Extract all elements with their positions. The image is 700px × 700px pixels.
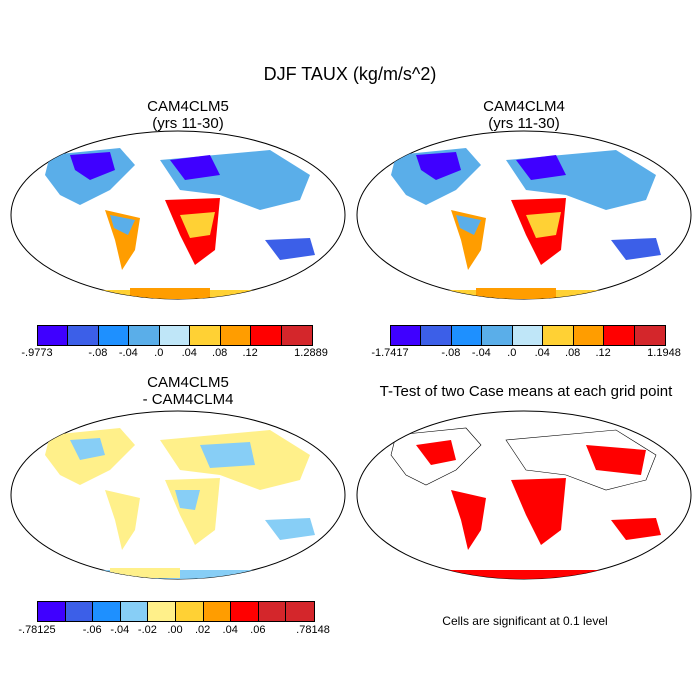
colorbar-label: .00	[167, 624, 183, 636]
colorbar-label: .04	[222, 624, 238, 636]
colorbar-label: .0	[507, 347, 517, 359]
colorbar-label: 1.1948	[647, 347, 681, 359]
colorbar-label: -.9773	[21, 347, 53, 359]
colorbar-swatch	[129, 326, 160, 345]
colorbar-label: .06	[250, 624, 266, 636]
colorbar-label: .08	[212, 347, 228, 359]
colorbar-label: .78148	[296, 624, 330, 636]
colorbar-swatch	[93, 602, 121, 621]
colorbar-labels-top-right: -1.7417 -.08 -.04 .0 .04 .08 .12 1.1948	[371, 347, 680, 361]
colorbar-swatch	[421, 326, 452, 345]
colorbar-label: -.78125	[18, 624, 56, 636]
colorbar-top-right	[390, 325, 666, 346]
colorbar-swatch	[391, 326, 422, 345]
significance-note: Cells are significant at 0.1 level	[442, 614, 608, 628]
colorbar-swatch	[38, 602, 66, 621]
panel-title-line2: (yrs 11-30)	[152, 115, 224, 132]
colorbar-labels-bottom-left: -.78125 -.06 -.04 -.02 .00 .02 .04 .06 .78148	[18, 624, 329, 638]
map-bottom-left	[10, 410, 346, 580]
colorbar-swatch	[231, 602, 259, 621]
colorbar-swatch	[251, 326, 282, 345]
panel-title-top-right: CAM4CLM4 (yrs 11-30)	[356, 98, 692, 132]
colorbar-label: .02	[194, 624, 211, 636]
colorbar-swatch	[203, 602, 232, 621]
colorbar-label: .0	[154, 347, 164, 359]
colorbar-label: -.04	[118, 347, 138, 359]
colorbar-swatch	[220, 326, 252, 345]
map-top-left	[10, 130, 346, 300]
colorbar-swatch	[512, 326, 544, 345]
colorbar-swatch	[68, 326, 99, 345]
colorbar-label: .08	[565, 347, 581, 359]
colorbar-top-left	[37, 325, 313, 346]
panel-title-top-left: CAM4CLM5 (yrs 11-30)	[20, 98, 356, 132]
colorbar-swatch	[634, 326, 665, 345]
colorbar-swatch	[258, 602, 287, 621]
panel-title-line2: - CAM4CLM4	[142, 391, 234, 408]
colorbar-label: -.04	[110, 624, 130, 636]
panel-title-bottom-left: CAM4CLM5 - CAM4CLM4	[20, 374, 356, 408]
colorbar-label: -.08	[441, 347, 461, 359]
colorbar-label: -1.7417	[371, 347, 409, 359]
colorbar-swatch	[451, 326, 483, 345]
colorbar-swatch	[159, 326, 191, 345]
panel-title-line2: (yrs 11-30)	[488, 115, 560, 132]
panel-title-line1: CAM4CLM5	[147, 374, 229, 391]
colorbar-swatch	[482, 326, 513, 345]
colorbar-swatch	[38, 326, 69, 345]
colorbar-swatch	[573, 326, 605, 345]
colorbar-label: .12	[242, 347, 258, 359]
colorbar-label: .04	[534, 347, 550, 359]
colorbar-swatch	[148, 602, 176, 621]
panel-title-bottom-right: T-Test of two Case means at each grid po…	[352, 383, 700, 400]
colorbar-label: .04	[181, 347, 197, 359]
colorbar-label: -.02	[137, 624, 157, 636]
colorbar-swatch	[65, 602, 94, 621]
panel-title-line1: T-Test of two Case means at each grid po…	[379, 383, 673, 400]
colorbar-label: .12	[595, 347, 611, 359]
figure-title: DJF TAUX (kg/m/s^2)	[263, 64, 437, 84]
land-australia	[265, 238, 315, 260]
panel-title-line1: CAM4CLM5	[147, 98, 229, 115]
colorbar-swatch	[190, 326, 221, 345]
colorbar-label: -.08	[88, 347, 108, 359]
colorbar-bottom-left	[37, 601, 315, 622]
colorbar-swatch	[543, 326, 574, 345]
map-top-right	[356, 130, 692, 300]
colorbar-swatch	[286, 602, 314, 621]
colorbar-swatch	[175, 602, 204, 621]
colorbar-swatch	[120, 602, 149, 621]
colorbar-label: -.06	[82, 624, 102, 636]
panel-title-line1: CAM4CLM4	[483, 98, 565, 115]
colorbar-swatch	[281, 326, 312, 345]
colorbar-label: 1.2889	[294, 347, 328, 359]
colorbar-label: -.04	[471, 347, 491, 359]
map-bottom-right	[356, 410, 692, 580]
colorbar-labels-top-left: -.9773 -.08 -.04 .0 .04 .08 .12 1.2889	[21, 347, 327, 361]
colorbar-swatch	[604, 326, 635, 345]
colorbar-swatch	[98, 326, 130, 345]
